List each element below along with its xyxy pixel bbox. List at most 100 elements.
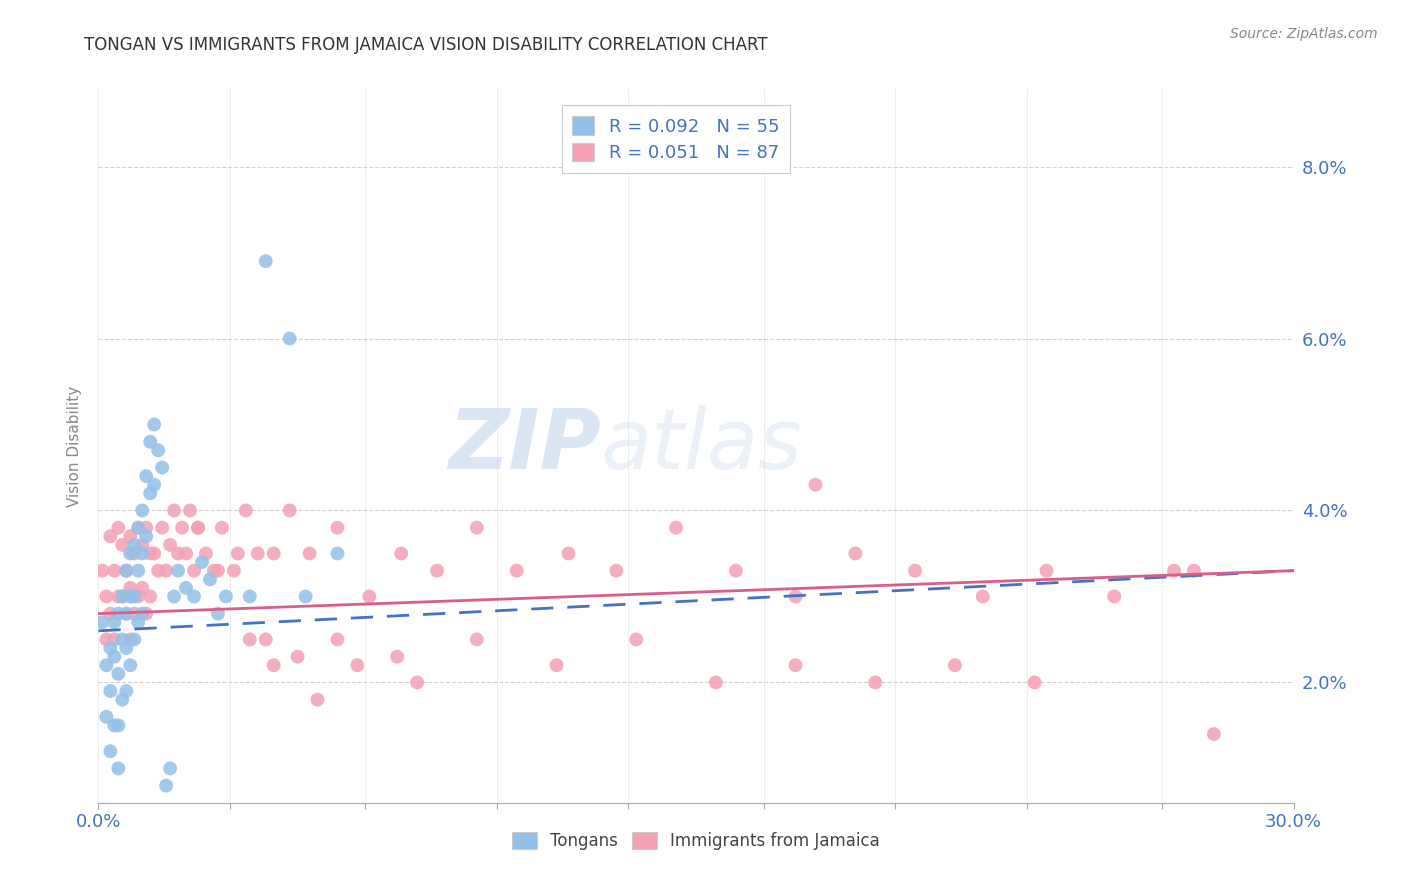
Point xyxy=(131,581,153,595)
Point xyxy=(183,564,205,578)
Point xyxy=(163,503,186,517)
Point xyxy=(263,658,285,673)
Point xyxy=(326,546,349,560)
Point xyxy=(103,564,125,578)
Point xyxy=(139,486,162,500)
Point xyxy=(326,521,349,535)
Point xyxy=(1163,564,1185,578)
Point xyxy=(127,564,149,578)
Point xyxy=(785,658,807,673)
Point xyxy=(111,590,134,604)
Point xyxy=(307,692,329,706)
Point xyxy=(557,546,579,560)
Point xyxy=(107,590,129,604)
Point xyxy=(239,590,262,604)
Point xyxy=(246,546,269,560)
Point xyxy=(127,521,149,535)
Point xyxy=(385,649,409,664)
Point xyxy=(115,641,138,656)
Point xyxy=(278,503,301,517)
Text: ZIP: ZIP xyxy=(447,406,600,486)
Point xyxy=(143,477,166,491)
Point xyxy=(120,632,142,647)
Point xyxy=(226,546,249,560)
Point xyxy=(111,632,134,647)
Point xyxy=(107,761,129,775)
Point xyxy=(163,590,186,604)
Y-axis label: Vision Disability: Vision Disability xyxy=(66,385,82,507)
Point xyxy=(195,546,218,560)
Point xyxy=(287,649,309,664)
Point xyxy=(804,477,827,491)
Point xyxy=(665,521,688,535)
Point xyxy=(465,521,488,535)
Point xyxy=(131,538,153,552)
Point xyxy=(167,564,190,578)
Point xyxy=(183,590,205,604)
Point xyxy=(135,529,157,543)
Point xyxy=(107,718,129,732)
Point xyxy=(174,546,197,560)
Point xyxy=(263,546,285,560)
Point xyxy=(546,658,568,673)
Point xyxy=(406,675,429,690)
Point xyxy=(111,538,134,552)
Point xyxy=(155,564,177,578)
Point xyxy=(124,546,146,560)
Point xyxy=(150,521,173,535)
Point xyxy=(943,658,966,673)
Point xyxy=(107,666,129,681)
Point xyxy=(115,564,138,578)
Point xyxy=(1035,564,1057,578)
Point xyxy=(148,564,170,578)
Point xyxy=(135,607,157,621)
Point xyxy=(135,469,157,483)
Legend: Tongans, Immigrants from Jamaica: Tongans, Immigrants from Jamaica xyxy=(503,824,889,859)
Point xyxy=(103,615,125,630)
Point xyxy=(326,632,349,647)
Point xyxy=(135,521,157,535)
Point xyxy=(239,632,262,647)
Point xyxy=(143,546,166,560)
Point xyxy=(626,632,648,647)
Point xyxy=(605,564,627,578)
Point xyxy=(298,546,321,560)
Point xyxy=(148,443,170,458)
Point xyxy=(359,590,381,604)
Point xyxy=(172,521,194,535)
Point xyxy=(844,546,866,560)
Point xyxy=(139,546,162,560)
Point xyxy=(1024,675,1046,690)
Point xyxy=(96,658,118,673)
Point xyxy=(389,546,412,560)
Point xyxy=(107,521,129,535)
Point xyxy=(98,607,122,621)
Point xyxy=(143,417,166,432)
Point xyxy=(115,684,138,698)
Point xyxy=(124,632,146,647)
Point xyxy=(115,564,138,578)
Point xyxy=(1182,564,1205,578)
Point xyxy=(235,503,257,517)
Point xyxy=(120,529,142,543)
Point xyxy=(207,607,229,621)
Point xyxy=(131,503,153,517)
Point xyxy=(1202,727,1225,741)
Point xyxy=(187,521,209,535)
Point xyxy=(254,254,277,268)
Point xyxy=(120,581,142,595)
Point xyxy=(120,546,142,560)
Point xyxy=(346,658,368,673)
Point xyxy=(107,607,129,621)
Point xyxy=(211,521,233,535)
Point xyxy=(174,581,197,595)
Point xyxy=(202,564,225,578)
Point xyxy=(115,607,138,621)
Point xyxy=(222,564,245,578)
Point xyxy=(98,684,122,698)
Point xyxy=(187,521,209,535)
Point xyxy=(1104,590,1126,604)
Point xyxy=(120,658,142,673)
Point xyxy=(111,590,134,604)
Point xyxy=(96,632,118,647)
